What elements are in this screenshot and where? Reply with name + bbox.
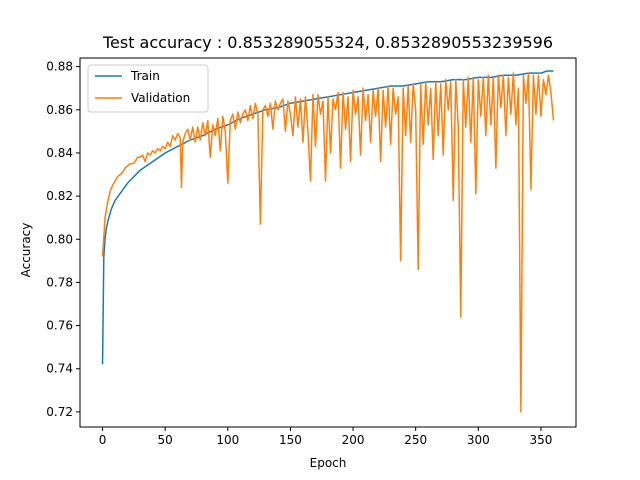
- x-tick-label: 250: [404, 433, 427, 447]
- y-tick-label: 0.76: [46, 319, 73, 333]
- series-line-validation: [101, 72, 555, 413]
- plot-frame: [79, 57, 577, 428]
- x-tick-label: 350: [529, 433, 552, 447]
- y-tick-label: 0.80: [46, 232, 73, 246]
- x-tick-label: 300: [467, 433, 490, 447]
- x-tick-label: 200: [342, 433, 365, 447]
- x-tick-label: 0: [99, 433, 107, 447]
- plot-area: 0 50 100 150 200 250 300 350 0.72 0.74 0.76 0.78 0.8…: [46, 57, 577, 447]
- y-tick-label: 0.84: [46, 146, 73, 160]
- legend-label-train: Train: [130, 69, 160, 83]
- y-tick-label: 0.88: [46, 60, 73, 74]
- y-tick-label: 0.78: [46, 275, 73, 289]
- y-tick-label: 0.72: [46, 405, 73, 419]
- y-tick-label: 0.82: [46, 189, 73, 203]
- legend-label-validation: Validation: [131, 91, 190, 105]
- x-tick-label: 100: [216, 433, 239, 447]
- y-tick-label: 0.74: [46, 362, 73, 376]
- x-tick-label: 50: [158, 433, 173, 447]
- x-tick-label: 150: [279, 433, 302, 447]
- chart-title: Test accuracy : 0.853289055324, 0.853289…: [102, 33, 553, 52]
- y-axis-label: Accuracy: [19, 223, 33, 278]
- series-line-train: [101, 70, 554, 365]
- y-tick-label: 0.86: [46, 103, 73, 117]
- x-axis-label: Epoch: [310, 456, 347, 470]
- chart-legend: Train Validation: [87, 64, 209, 113]
